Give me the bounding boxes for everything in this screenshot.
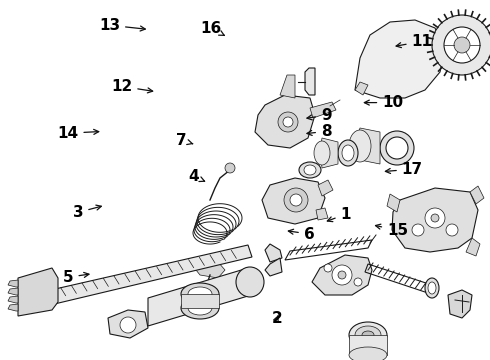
Polygon shape — [435, 30, 452, 44]
Circle shape — [120, 317, 136, 333]
Polygon shape — [356, 128, 380, 164]
Circle shape — [444, 27, 480, 63]
Ellipse shape — [349, 322, 387, 348]
Polygon shape — [148, 268, 255, 326]
Text: 13: 13 — [99, 18, 146, 33]
Polygon shape — [392, 188, 478, 252]
Circle shape — [446, 224, 458, 236]
Polygon shape — [192, 258, 225, 278]
Polygon shape — [448, 290, 472, 318]
Polygon shape — [8, 296, 18, 303]
Polygon shape — [8, 280, 18, 287]
Circle shape — [354, 278, 362, 286]
Ellipse shape — [342, 145, 354, 161]
Polygon shape — [255, 95, 315, 148]
Ellipse shape — [349, 347, 387, 360]
Polygon shape — [470, 186, 484, 204]
Ellipse shape — [314, 141, 330, 165]
Polygon shape — [355, 82, 368, 95]
Ellipse shape — [380, 131, 414, 165]
Text: 11: 11 — [396, 34, 433, 49]
Polygon shape — [18, 268, 58, 316]
Circle shape — [284, 188, 308, 212]
Ellipse shape — [188, 287, 212, 301]
Text: 16: 16 — [200, 21, 224, 36]
Polygon shape — [280, 75, 295, 98]
Circle shape — [332, 265, 352, 285]
Text: 5: 5 — [63, 270, 89, 285]
Polygon shape — [310, 102, 336, 118]
Text: 10: 10 — [365, 95, 403, 110]
Polygon shape — [108, 310, 148, 338]
Ellipse shape — [299, 162, 321, 178]
Text: 4: 4 — [188, 169, 205, 184]
Ellipse shape — [188, 301, 212, 315]
Text: 14: 14 — [57, 126, 98, 141]
Circle shape — [432, 15, 490, 75]
Ellipse shape — [362, 331, 374, 339]
Circle shape — [431, 214, 439, 222]
Polygon shape — [305, 68, 315, 95]
Ellipse shape — [181, 297, 219, 319]
Circle shape — [454, 37, 470, 53]
Polygon shape — [355, 20, 445, 98]
Polygon shape — [318, 180, 333, 196]
Ellipse shape — [428, 282, 436, 294]
Polygon shape — [265, 258, 282, 276]
Text: 2: 2 — [271, 311, 282, 326]
Text: 1: 1 — [327, 207, 351, 222]
Polygon shape — [312, 255, 372, 295]
Ellipse shape — [349, 130, 371, 162]
Circle shape — [290, 194, 302, 206]
Polygon shape — [349, 335, 387, 355]
Ellipse shape — [425, 278, 439, 298]
Text: 9: 9 — [307, 108, 332, 123]
Polygon shape — [181, 294, 219, 308]
Circle shape — [278, 112, 298, 132]
Polygon shape — [466, 238, 480, 256]
Text: 12: 12 — [111, 79, 153, 94]
Ellipse shape — [304, 165, 316, 175]
Polygon shape — [265, 244, 282, 262]
Ellipse shape — [338, 140, 358, 166]
Polygon shape — [8, 304, 18, 311]
Text: 6: 6 — [288, 226, 315, 242]
Polygon shape — [42, 245, 252, 306]
Circle shape — [225, 163, 235, 173]
Ellipse shape — [386, 137, 408, 159]
Ellipse shape — [181, 283, 219, 305]
Polygon shape — [387, 194, 400, 212]
Text: 7: 7 — [176, 133, 193, 148]
Polygon shape — [262, 178, 325, 224]
Circle shape — [338, 271, 346, 279]
Ellipse shape — [355, 326, 381, 344]
Circle shape — [425, 208, 445, 228]
Polygon shape — [320, 138, 338, 168]
Circle shape — [412, 224, 424, 236]
Text: 3: 3 — [73, 205, 101, 220]
Ellipse shape — [236, 267, 264, 297]
Text: 15: 15 — [375, 223, 408, 238]
Polygon shape — [316, 208, 328, 220]
Circle shape — [283, 117, 293, 127]
Polygon shape — [8, 288, 18, 295]
Text: 8: 8 — [307, 124, 332, 139]
Text: 17: 17 — [385, 162, 423, 177]
Circle shape — [324, 264, 332, 272]
